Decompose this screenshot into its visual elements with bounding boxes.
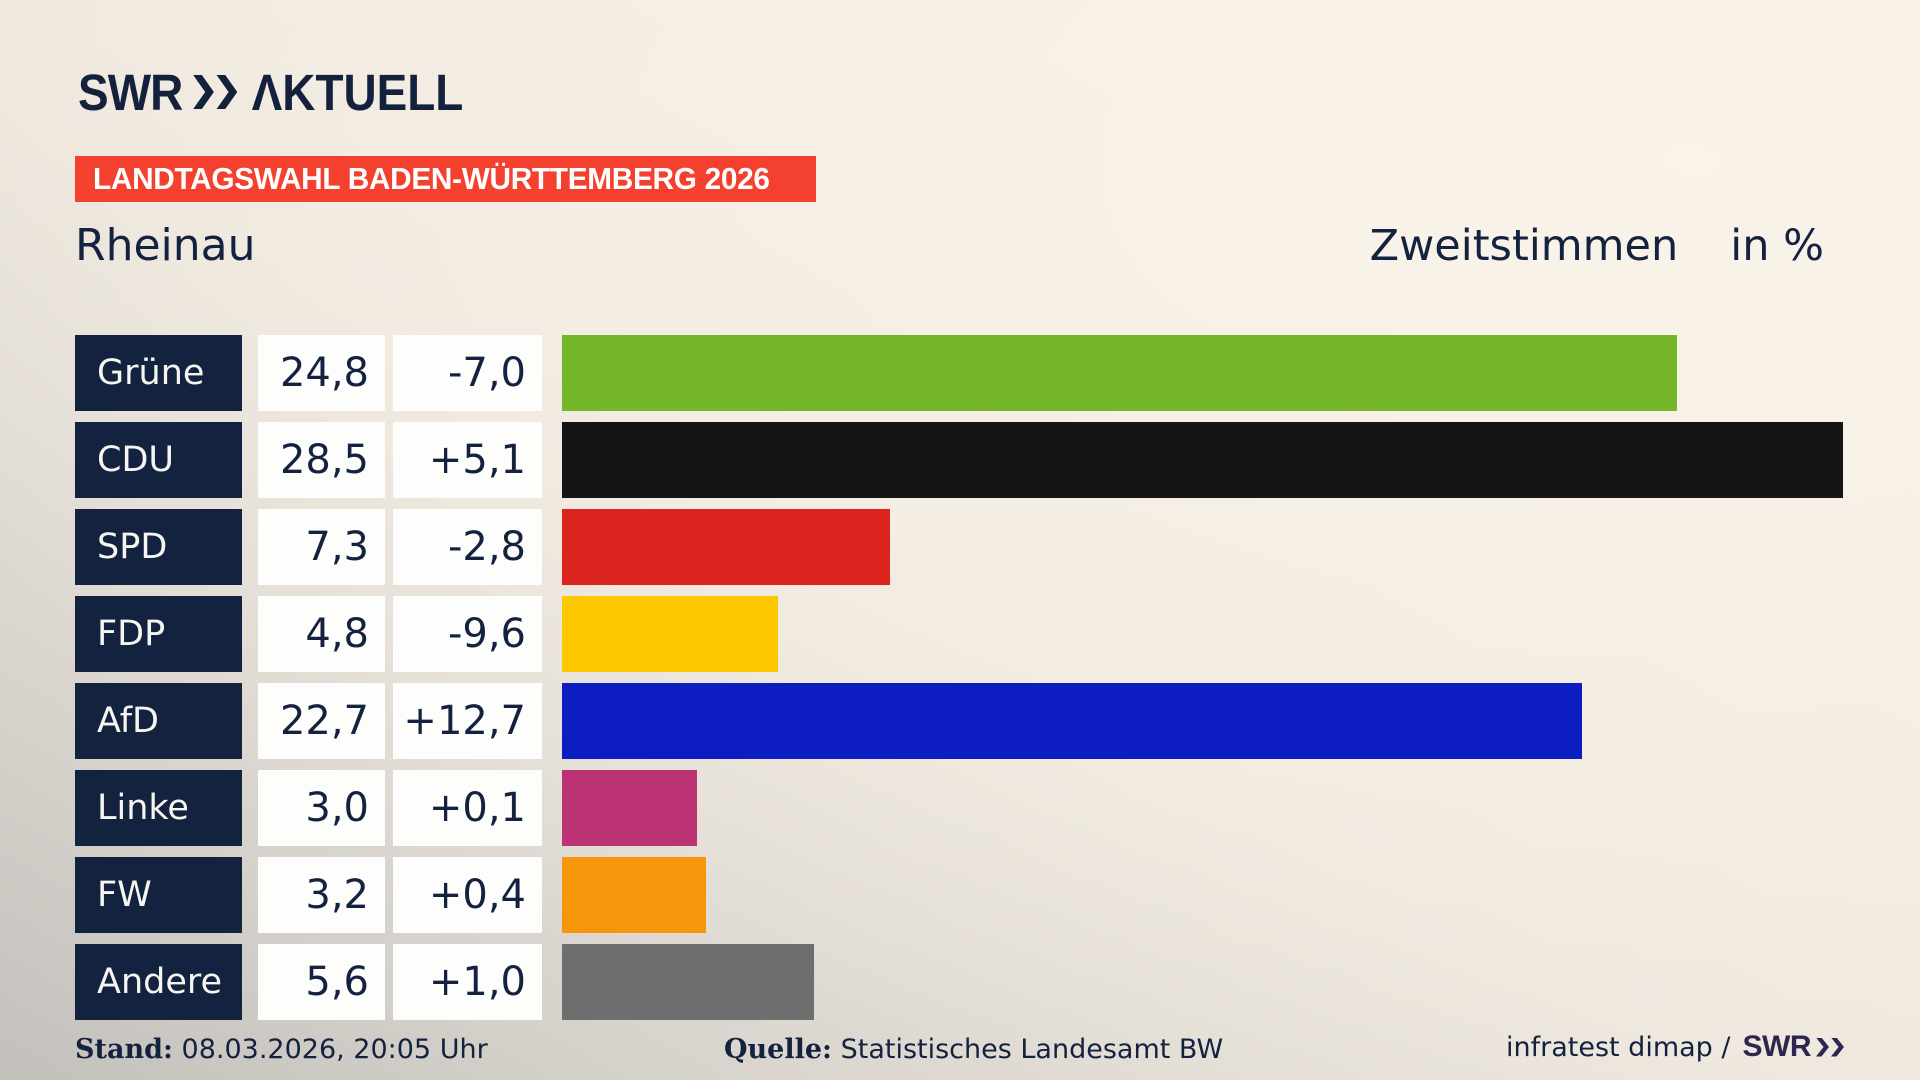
election-banner: LANDTAGSWAHL BADEN-WÜRTTEMBERG 2026 — [75, 156, 816, 202]
credit-info: infratest dimap / SWR — [1506, 1030, 1844, 1064]
result-row: CDU 28,5 +5,1 — [75, 422, 1843, 498]
measure-title: Zweitstimmen in % — [1370, 221, 1824, 271]
result-row: AfD 22,7 +12,7 — [75, 683, 1843, 759]
chevron-right-icon — [1831, 1037, 1844, 1057]
stand-value: 08.03.2026, 20:05 Uhr — [181, 1034, 488, 1065]
bar-track — [562, 422, 1843, 498]
credit-text: infratest dimap / — [1505, 1031, 1731, 1063]
result-bar — [562, 770, 697, 846]
change-cell: +0,4 — [393, 857, 542, 933]
party-label-cell: Andere — [75, 944, 242, 1020]
aktuell-wordmark: ΛKTUELL — [251, 63, 464, 121]
value-cell: 7,3 — [258, 509, 385, 585]
party-label-cell: FDP — [75, 596, 242, 672]
value-cell: 3,2 — [258, 857, 385, 933]
swr-wordmark: SWR — [78, 63, 183, 121]
result-bar — [562, 422, 1843, 498]
stand-label: Stand: — [75, 1034, 173, 1065]
change-cell: +12,7 — [393, 683, 542, 759]
result-row: Grüne 24,8 -7,0 — [75, 335, 1843, 411]
value-cell: 22,7 — [258, 683, 385, 759]
swr-footer-wordmark: SWR — [1742, 1030, 1812, 1063]
stand-info: Stand: 08.03.2026, 20:05 Uhr — [75, 1034, 488, 1065]
result-bar — [562, 857, 706, 933]
source-value: Statistisches Landesamt BW — [840, 1034, 1224, 1065]
party-label-cell: FW — [75, 857, 242, 933]
bar-track — [562, 944, 1843, 1020]
result-bar — [562, 683, 1583, 759]
party-label-cell: AfD — [75, 683, 242, 759]
change-cell: -2,8 — [393, 509, 542, 585]
chevron-right-icon — [193, 75, 214, 109]
party-label-cell: CDU — [75, 422, 242, 498]
chevron-right-icon — [1816, 1037, 1829, 1057]
source-info: Quelle: Statistisches Landesamt BW — [724, 1034, 1223, 1065]
bar-track — [562, 770, 1843, 846]
results-bar-chart: Grüne 24,8 -7,0 CDU 28,5 +5,1 SPD 7,3 -2… — [75, 335, 1843, 1020]
party-label-cell: SPD — [75, 509, 242, 585]
election-banner-label: LANDTAGSWAHL BADEN-WÜRTTEMBERG 2026 — [93, 161, 770, 196]
result-bar — [562, 944, 814, 1020]
party-label-cell: Grüne — [75, 335, 242, 411]
bar-track — [562, 683, 1843, 759]
value-cell: 24,8 — [258, 335, 385, 411]
change-cell: -7,0 — [393, 335, 542, 411]
value-cell: 4,8 — [258, 596, 385, 672]
change-cell: +1,0 — [393, 944, 542, 1020]
party-label-cell: Linke — [75, 770, 242, 846]
result-row: FDP 4,8 -9,6 — [75, 596, 1843, 672]
result-row: Andere 5,6 +1,0 — [75, 944, 1843, 1020]
bar-track — [562, 509, 1843, 585]
footer: Stand: 08.03.2026, 20:05 Uhr Quelle: Sta… — [0, 1026, 1920, 1072]
bar-track — [562, 857, 1843, 933]
source-label: Quelle: — [724, 1034, 832, 1065]
change-cell: +5,1 — [393, 422, 542, 498]
change-cell: +0,1 — [393, 770, 542, 846]
swr-footer-logo: SWR — [1742, 1030, 1844, 1064]
result-bar — [562, 335, 1677, 411]
result-row: SPD 7,3 -2,8 — [75, 509, 1843, 585]
result-bar — [562, 509, 891, 585]
bar-track — [562, 596, 1843, 672]
unit-label: in % — [1730, 221, 1824, 271]
municipality-title: Rheinau — [75, 220, 256, 271]
result-bar — [562, 596, 778, 672]
bar-track — [562, 335, 1843, 411]
value-cell: 3,0 — [258, 770, 385, 846]
result-row: Linke 3,0 +0,1 — [75, 770, 1843, 846]
value-cell: 28,5 — [258, 422, 385, 498]
value-cell: 5,6 — [258, 944, 385, 1020]
title-bar: Rheinau Zweitstimmen in % — [75, 220, 1824, 274]
change-cell: -9,6 — [393, 596, 542, 672]
chevron-right-icon — [216, 75, 238, 109]
swr-aktuell-logo: SWR ΛKTUELL — [78, 64, 463, 121]
result-row: FW 3,2 +0,4 — [75, 857, 1843, 933]
measure-label: Zweitstimmen — [1369, 221, 1679, 271]
